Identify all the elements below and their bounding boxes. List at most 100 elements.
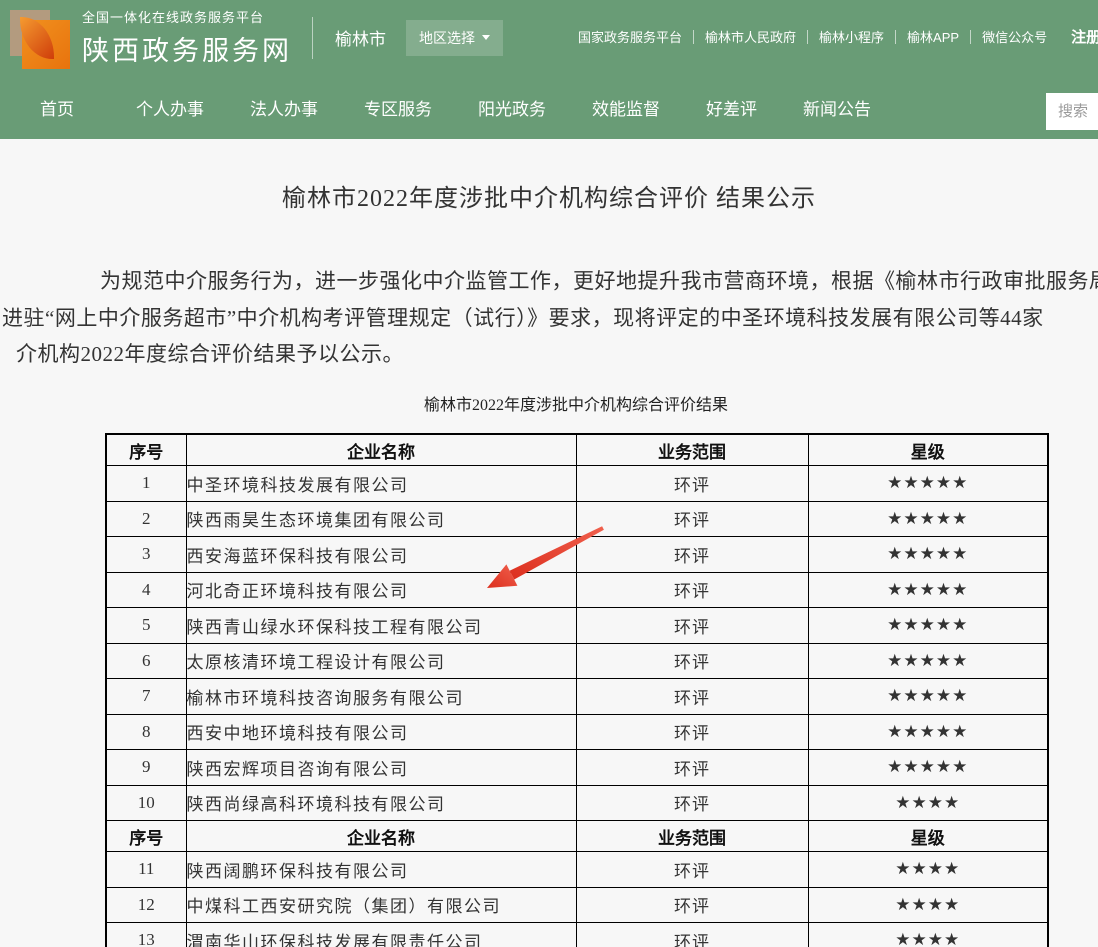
cell-scope: 环评 [575, 678, 809, 715]
link-divider [970, 29, 972, 44]
cell-company: 陕西尚绿高科环境科技有限公司 [185, 784, 577, 821]
paragraph-line-3: 介机构2022年度综合评价结果予以公示。 [16, 342, 404, 366]
evaluation-table: 序号 企业名称 业务范围 星级 1 中圣环境科技发展有限公司 环评 ★★★★★ 2 陕西雨昊生态环… [105, 433, 1049, 947]
site-header: 全国一体化在线政务服务平台 陕西政务服务网 榆林市 地区选择 国家政务服务平台 榆… [0, 0, 1098, 75]
table-row: 4 河北奇正环境科技有限公司 环评 ★★★★★ [105, 571, 1049, 608]
column-header-2: 业务范围 [575, 433, 809, 466]
cell-no: 10 [105, 784, 187, 821]
nav-item-2[interactable]: 法人办事 [250, 99, 318, 119]
cell-scope: 环评 [575, 465, 809, 502]
site-titles: 全国一体化在线政务服务平台 陕西政务服务网 [82, 7, 292, 68]
cell-stars: ★★★★★ [807, 536, 1049, 573]
link-divider [895, 29, 897, 44]
table-row: 13 渭南华山环保科技发展有限责任公司 环评 ★★★★ [105, 922, 1049, 947]
table-row: 7 榆林市环境科技咨询服务有限公司 环评 ★★★★★ [105, 678, 1049, 715]
column-header-0: 序号 [105, 433, 187, 466]
cell-stars: ★★★★ [807, 886, 1049, 923]
cell-no: 5 [105, 607, 187, 644]
region-select-label: 地区选择 [419, 29, 475, 46]
register-link[interactable]: 注册 [1071, 29, 1098, 46]
cell-no: 13 [105, 922, 187, 947]
header-link-2[interactable]: 榆林小程序 [819, 30, 885, 45]
cell-company: 太原核清环境工程设计有限公司 [185, 642, 577, 679]
cell-stars: ★★★★★ [807, 607, 1049, 644]
link-divider [693, 29, 695, 44]
cell-scope: 环评 [575, 886, 809, 923]
cell-stars: ★★★★★ [807, 713, 1049, 750]
header-divider [312, 16, 313, 59]
cell-no: 9 [105, 749, 187, 786]
column-header-1: 企业名称 [185, 433, 577, 466]
nav-item-6[interactable]: 好差评 [706, 99, 757, 119]
site-name: 陕西政务服务网 [82, 36, 292, 66]
platform-label: 全国一体化在线政务服务平台 [82, 10, 265, 25]
cell-scope: 环评 [575, 642, 809, 679]
header-link-4[interactable]: 微信公众号 [982, 30, 1048, 45]
search-input[interactable] [1046, 93, 1098, 130]
cell-company: 西安中地环境科技有限公司 [185, 713, 577, 750]
table-row: 1 中圣环境科技发展有限公司 环评 ★★★★★ [105, 465, 1049, 502]
cell-scope: 环评 [575, 784, 809, 821]
cell-no: 8 [105, 713, 187, 750]
column-header-2: 业务范围 [575, 820, 809, 852]
cell-stars: ★★★★★ [807, 465, 1049, 502]
cell-stars: ★★★★★ [807, 642, 1049, 679]
cell-scope: 环评 [575, 713, 809, 750]
region-select-button[interactable]: 地区选择 [406, 19, 503, 56]
cell-no: 1 [105, 465, 187, 502]
cell-stars: ★★★★ [807, 851, 1049, 888]
table-row: 11 陕西阔鹏环保科技有限公司 环评 ★★★★ [105, 851, 1049, 888]
cell-scope: 环评 [575, 500, 809, 537]
table-row: 12 中煤科工西安研究院（集团）有限公司 环评 ★★★★ [105, 886, 1049, 923]
cell-no: 2 [105, 500, 187, 537]
nav-item-0[interactable]: 首页 [40, 99, 74, 119]
table-caption: 榆林市2022年度涉批中介机构综合评价结果 [423, 397, 728, 414]
cell-stars: ★★★★ [807, 922, 1049, 947]
cell-company: 陕西雨昊生态环境集团有限公司 [185, 500, 577, 537]
city-label: 榆林市 [335, 30, 386, 49]
cell-company: 中圣环境科技发展有限公司 [185, 465, 577, 502]
column-header-0: 序号 [105, 820, 187, 852]
cell-no: 3 [105, 536, 187, 573]
cell-stars: ★★★★★ [807, 500, 1049, 537]
cell-scope: 环评 [575, 851, 809, 888]
nav-item-3[interactable]: 专区服务 [364, 99, 432, 119]
header-link-1[interactable]: 榆林市人民政府 [705, 30, 797, 45]
cell-stars: ★★★★★ [807, 678, 1049, 715]
nav-item-1[interactable]: 个人办事 [136, 99, 204, 119]
cell-stars: ★★★★★ [807, 571, 1049, 608]
table-row: 10 陕西尚绿高科环境科技有限公司 环评 ★★★★ [105, 784, 1049, 821]
cell-scope: 环评 [575, 571, 809, 608]
table-header-row: 序号 企业名称 业务范围 星级 [105, 433, 1049, 466]
page-title: 榆林市2022年度涉批中介机构综合评价 结果公示 [282, 186, 816, 212]
table-row: 6 太原核清环境工程设计有限公司 环评 ★★★★★ [105, 642, 1049, 679]
cell-no: 7 [105, 678, 187, 715]
cell-no: 4 [105, 571, 187, 608]
table-row: 3 西安海蓝环保科技有限公司 环评 ★★★★★ [105, 536, 1049, 573]
nav-item-5[interactable]: 效能监督 [592, 99, 660, 119]
header-links-list: 国家政务服务平台 榆林市人民政府 榆林小程序 榆林APP 微信公众号 [578, 27, 1047, 46]
table-header-row: 序号 企业名称 业务范围 星级 [105, 820, 1049, 852]
paragraph-line-2: 进驻“网上中介服务超市”中介机构考评管理规定（试行）》要求，现将评定的中圣环境科… [2, 306, 1044, 330]
table-row: 8 西安中地环境科技有限公司 环评 ★★★★★ [105, 713, 1049, 750]
nav-item-4[interactable]: 阳光政务 [478, 99, 546, 119]
cell-scope: 环评 [575, 607, 809, 644]
cell-scope: 环评 [575, 749, 809, 786]
cell-no: 12 [105, 886, 187, 923]
cell-company: 陕西宏辉项目咨询有限公司 [185, 749, 577, 786]
cell-company: 渭南华山环保科技发展有限责任公司 [185, 922, 577, 947]
cell-company: 陕西阔鹏环保科技有限公司 [185, 851, 577, 888]
nav-item-7[interactable]: 新闻公告 [803, 99, 871, 119]
header-links: 国家政务服务平台 榆林市人民政府 榆林小程序 榆林APP 微信公众号 注册 [578, 26, 1098, 47]
header-link-3[interactable]: 榆林APP [907, 30, 960, 45]
column-header-3: 星级 [807, 820, 1049, 852]
cell-stars: ★★★★ [807, 784, 1049, 821]
cell-company: 中煤科工西安研究院（集团）有限公司 [185, 886, 577, 923]
cell-stars: ★★★★★ [807, 749, 1049, 786]
header-link-0[interactable]: 国家政务服务平台 [578, 30, 683, 45]
paragraph-line-1: 为规范中介服务行为，进一步强化中介监管工作，更好地提升我市营商环境，根据《榆林市… [100, 269, 1098, 293]
chevron-down-icon [482, 35, 490, 40]
table-row: 9 陕西宏辉项目咨询有限公司 环评 ★★★★★ [105, 749, 1049, 786]
site-logo-icon[interactable] [8, 7, 72, 69]
